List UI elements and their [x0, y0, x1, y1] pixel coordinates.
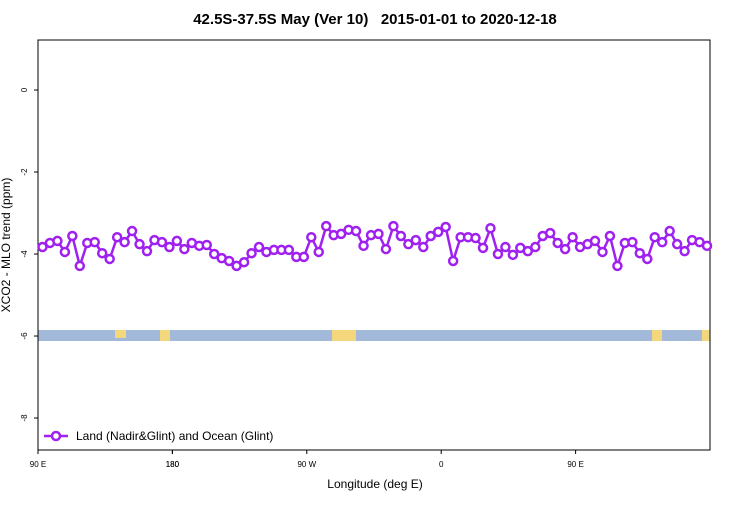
point [156, 236, 168, 248]
point [179, 243, 190, 255]
point [410, 234, 422, 246]
point [612, 260, 623, 272]
y-tick-label: -8 [20, 414, 29, 422]
y-tick-label: -6 [20, 332, 29, 340]
point [223, 255, 235, 267]
chart-title: 42.5S-37.5S May (Ver 10) 2015-01-01 to 2… [193, 11, 557, 28]
x-tick-label: 90 E [30, 460, 46, 469]
point [507, 249, 519, 261]
point [89, 236, 100, 248]
point [298, 251, 310, 263]
point [679, 245, 690, 257]
point [649, 231, 660, 243]
point [141, 245, 153, 257]
point [119, 236, 130, 248]
point [208, 248, 220, 260]
point [656, 236, 668, 248]
point [522, 245, 534, 257]
point [388, 220, 399, 232]
point [500, 241, 511, 253]
point [544, 227, 556, 239]
y-tick-label: 0 [20, 87, 29, 92]
point [104, 253, 115, 265]
x-tick-label: 180 [166, 460, 180, 469]
point [134, 238, 145, 250]
point [37, 241, 48, 253]
point [477, 242, 489, 254]
point [403, 238, 414, 250]
x-tick-label: 90 E [567, 460, 583, 469]
point [201, 239, 212, 251]
point [358, 240, 369, 252]
point [74, 260, 86, 272]
point [313, 246, 324, 258]
point [634, 247, 646, 259]
x-tick-label: 0 [439, 460, 444, 469]
point [470, 232, 481, 244]
point [425, 230, 436, 242]
point [395, 230, 407, 242]
point [418, 241, 429, 253]
point [440, 221, 451, 233]
legend-label: Land (Nadir&Glint) and Ocean (Glint) [76, 429, 273, 443]
point [238, 256, 250, 268]
land-patch [115, 330, 126, 338]
point [96, 247, 108, 259]
y-tick-label: -4 [20, 250, 29, 258]
y-axis-label: XCO2 - MLO trend (ppm) [0, 178, 13, 313]
point [306, 231, 317, 243]
point [671, 238, 683, 250]
land-patch [702, 330, 710, 341]
land-patch [652, 330, 662, 341]
point [492, 248, 504, 260]
point [59, 246, 71, 258]
land-patch [332, 330, 356, 341]
point [589, 235, 601, 247]
point [373, 228, 384, 240]
point [246, 247, 257, 259]
point [664, 225, 675, 237]
point [485, 222, 496, 234]
point [164, 241, 175, 253]
land-ocean-strip [38, 330, 710, 341]
point [335, 228, 347, 240]
point [380, 243, 392, 255]
x-tick-label: 90 W [297, 460, 316, 469]
y-tick-label: -2 [20, 168, 29, 176]
point [350, 225, 362, 237]
legend-marker [50, 430, 62, 442]
point [604, 230, 616, 242]
point [559, 243, 571, 255]
x-tick-label: 180 [166, 460, 180, 469]
point [627, 236, 638, 248]
point [642, 253, 653, 265]
point [320, 220, 332, 232]
point [567, 231, 578, 243]
point [597, 246, 608, 258]
point [52, 235, 63, 247]
land-patch [160, 330, 170, 341]
point [126, 225, 138, 237]
point [171, 235, 183, 247]
x-axis-label: Longitude (deg E) [327, 477, 422, 491]
point [530, 241, 541, 253]
point [552, 237, 563, 249]
point [253, 241, 265, 253]
point [447, 255, 459, 267]
point [432, 226, 444, 238]
point [67, 230, 78, 242]
point [701, 240, 713, 252]
ocean-band [38, 330, 710, 341]
point [283, 244, 295, 256]
point [111, 231, 123, 243]
